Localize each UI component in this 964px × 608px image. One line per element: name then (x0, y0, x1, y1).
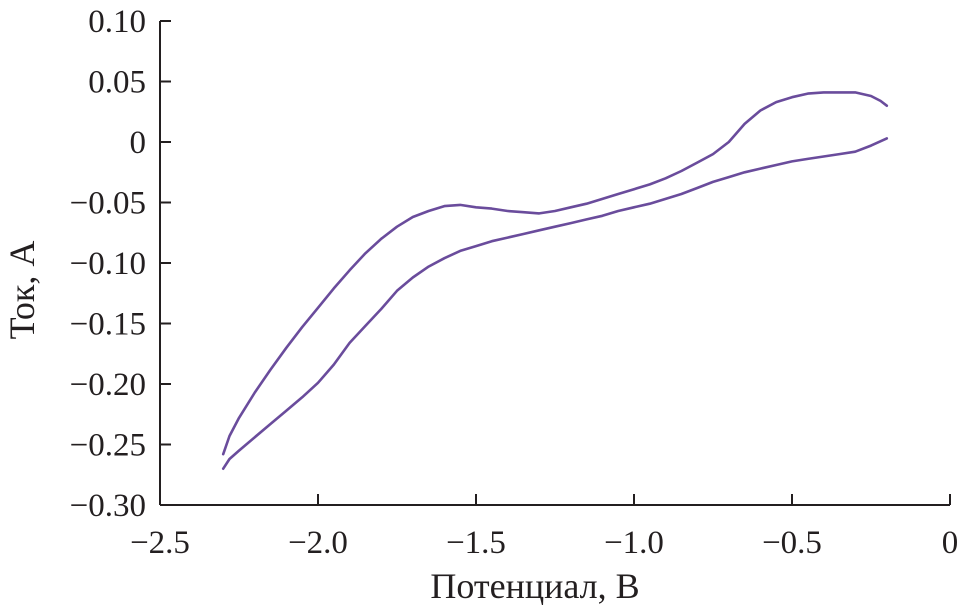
y-tick-label: −0.05 (70, 186, 146, 222)
y-tick-label: 0.10 (88, 4, 146, 40)
x-tick-label: −1.0 (604, 525, 664, 561)
y-tick-label: −0.20 (70, 367, 146, 403)
x-tick-label: −2.5 (130, 525, 190, 561)
y-tick-label: 0.05 (88, 65, 146, 101)
y-tick-label: −0.10 (70, 246, 146, 282)
series-line-1 (221, 91, 889, 456)
series-line-2 (221, 137, 889, 470)
y-tick-label: −0.15 (70, 307, 146, 343)
plot-area: 0.100.050−0.05−0.10−0.15−0.20−0.25−0.30 … (70, 4, 959, 561)
y-tick-label: −0.30 (70, 488, 146, 524)
x-axis-ticks: −2.5 −2.0 −1.5 −1.0 −0.5 0 (130, 494, 958, 561)
y-tick-label: 0 (130, 125, 147, 161)
x-tick-label: 0 (942, 525, 959, 561)
y-tick-label: −0.25 (70, 428, 146, 464)
x-tick-label: −0.5 (762, 525, 822, 561)
x-axis-title: Потенциал, В (430, 566, 639, 606)
series-layer (221, 91, 889, 470)
x-tick-label: −2.0 (288, 525, 348, 561)
x-tick-label: −1.5 (446, 525, 506, 561)
y-axis-title: Ток, А (2, 241, 42, 340)
y-axis-ticks: 0.10 0.05 0 −0.05 −0.10 −0.15 −0.20 −0.25 −0.30 (70, 4, 171, 524)
